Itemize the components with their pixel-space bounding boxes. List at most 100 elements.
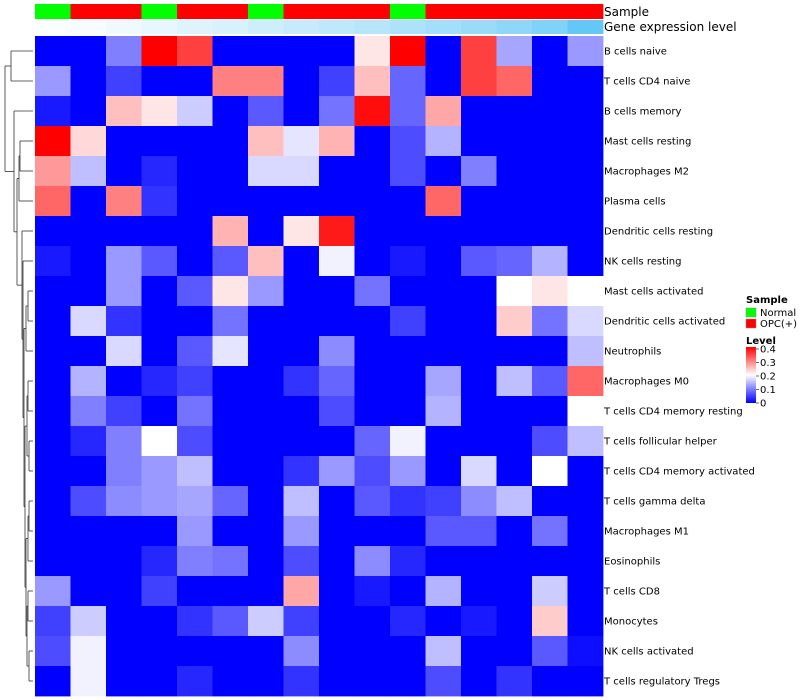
heatmap-cell <box>390 636 426 667</box>
heatmap-cell <box>532 96 568 127</box>
gene-expression-annotation-cell <box>141 20 178 34</box>
row-label: Mast cells resting <box>604 137 691 148</box>
heatmap-cell <box>461 306 497 337</box>
heatmap-cell <box>496 246 533 277</box>
heatmap-cell <box>177 66 213 97</box>
gene-expression-annotation-cell <box>354 20 391 34</box>
level-tick-label: 0 <box>760 399 766 410</box>
heatmap-cell <box>35 666 71 697</box>
row-label: B cells naive <box>604 47 667 58</box>
heatmap-cell <box>425 516 462 547</box>
heatmap-cell <box>425 486 462 517</box>
heatmap-cell <box>283 366 320 397</box>
heatmap-cell <box>496 666 533 697</box>
heatmap-cell <box>496 456 533 487</box>
heatmap-cell <box>461 516 497 547</box>
heatmap-cell <box>354 276 391 307</box>
heatmap-cell <box>106 456 142 487</box>
heatmap-cell <box>567 336 604 367</box>
heatmap-cell <box>567 576 604 607</box>
heatmap-cell <box>248 36 284 67</box>
heatmap-cell <box>106 306 142 337</box>
heatmap-cell <box>70 126 107 157</box>
heatmap-cell <box>283 246 320 277</box>
heatmap-cell <box>248 156 284 187</box>
heatmap-cell <box>390 576 426 607</box>
heatmap-cell <box>70 36 107 67</box>
heatmap-cell <box>390 66 426 97</box>
heatmap-cell <box>141 486 178 517</box>
heatmap-cell <box>106 156 142 187</box>
heatmap-cell <box>248 516 284 547</box>
sample-annotation-cell <box>106 4 142 19</box>
level-tick-label: 0.3 <box>760 358 776 369</box>
heatmap-cell <box>390 156 426 187</box>
heatmap-cell <box>425 306 462 337</box>
heatmap-cell <box>177 576 213 607</box>
heatmap-cell <box>567 456 604 487</box>
heatmap-cell <box>106 516 142 547</box>
heatmap-cell <box>319 246 355 277</box>
heatmap-cell <box>390 366 426 397</box>
heatmap-cell <box>35 576 71 607</box>
heatmap-cell <box>248 306 284 337</box>
sample-annotation-cell <box>212 4 249 19</box>
heatmap-cell <box>461 456 497 487</box>
heatmap-cell <box>461 126 497 157</box>
heatmap-cell <box>532 546 568 577</box>
heatmap-cell <box>212 546 249 577</box>
heatmap-cell <box>35 396 71 427</box>
heatmap-cell <box>248 396 284 427</box>
heatmap-cell <box>141 96 178 127</box>
heatmap-cell <box>567 636 604 667</box>
heatmap-cell <box>283 36 320 67</box>
heatmap-cell <box>390 546 426 577</box>
heatmap-cell <box>390 216 426 247</box>
heatmap-cell <box>532 366 568 397</box>
heatmap-cell <box>390 486 426 517</box>
heatmap-cell <box>141 156 178 187</box>
heatmap-cell <box>425 366 462 397</box>
sample-track-label: Sample <box>604 5 649 19</box>
heatmap-cell <box>354 516 391 547</box>
sample-annotation-cell <box>567 4 604 19</box>
heatmap-cell <box>425 126 462 157</box>
heatmap-cell <box>283 486 320 517</box>
heatmap-cell <box>35 216 71 247</box>
heatmap-cell <box>70 66 107 97</box>
heatmap-cell <box>496 336 533 367</box>
heatmap-cell <box>248 456 284 487</box>
heatmap-cell <box>70 636 107 667</box>
heatmap-cell <box>461 396 497 427</box>
heatmap-cell <box>70 276 107 307</box>
heatmap-cell <box>141 396 178 427</box>
heatmap-cell <box>532 396 568 427</box>
heatmap-cell <box>496 606 533 637</box>
heatmap-cell <box>70 186 107 217</box>
row-label: Dendritic cells activated <box>604 317 725 328</box>
heatmap-cell <box>567 216 604 247</box>
heatmap-cell <box>461 366 497 397</box>
heatmap-cell <box>354 486 391 517</box>
heatmap-cell <box>106 666 142 697</box>
heatmap-cell <box>212 186 249 217</box>
heatmap-cell <box>70 576 107 607</box>
heatmap-cell <box>70 606 107 637</box>
heatmap-cell <box>390 396 426 427</box>
heatmap-cell <box>354 636 391 667</box>
heatmap-cell <box>354 576 391 607</box>
heatmap-cell <box>106 546 142 577</box>
gene-expression-annotation-cell <box>35 20 71 34</box>
row-label: B cells memory <box>604 107 681 118</box>
heatmap-cell <box>390 456 426 487</box>
heatmap-cell <box>425 426 462 457</box>
heatmap-cell <box>354 306 391 337</box>
row-label: NK cells activated <box>604 647 694 658</box>
heatmap-cell <box>70 426 107 457</box>
heatmap-cell <box>461 426 497 457</box>
heatmap-cell <box>141 336 178 367</box>
heatmap-cell <box>461 486 497 517</box>
sample-annotation-cell <box>70 4 107 19</box>
heatmap-cell <box>532 336 568 367</box>
heatmap-cell <box>35 426 71 457</box>
